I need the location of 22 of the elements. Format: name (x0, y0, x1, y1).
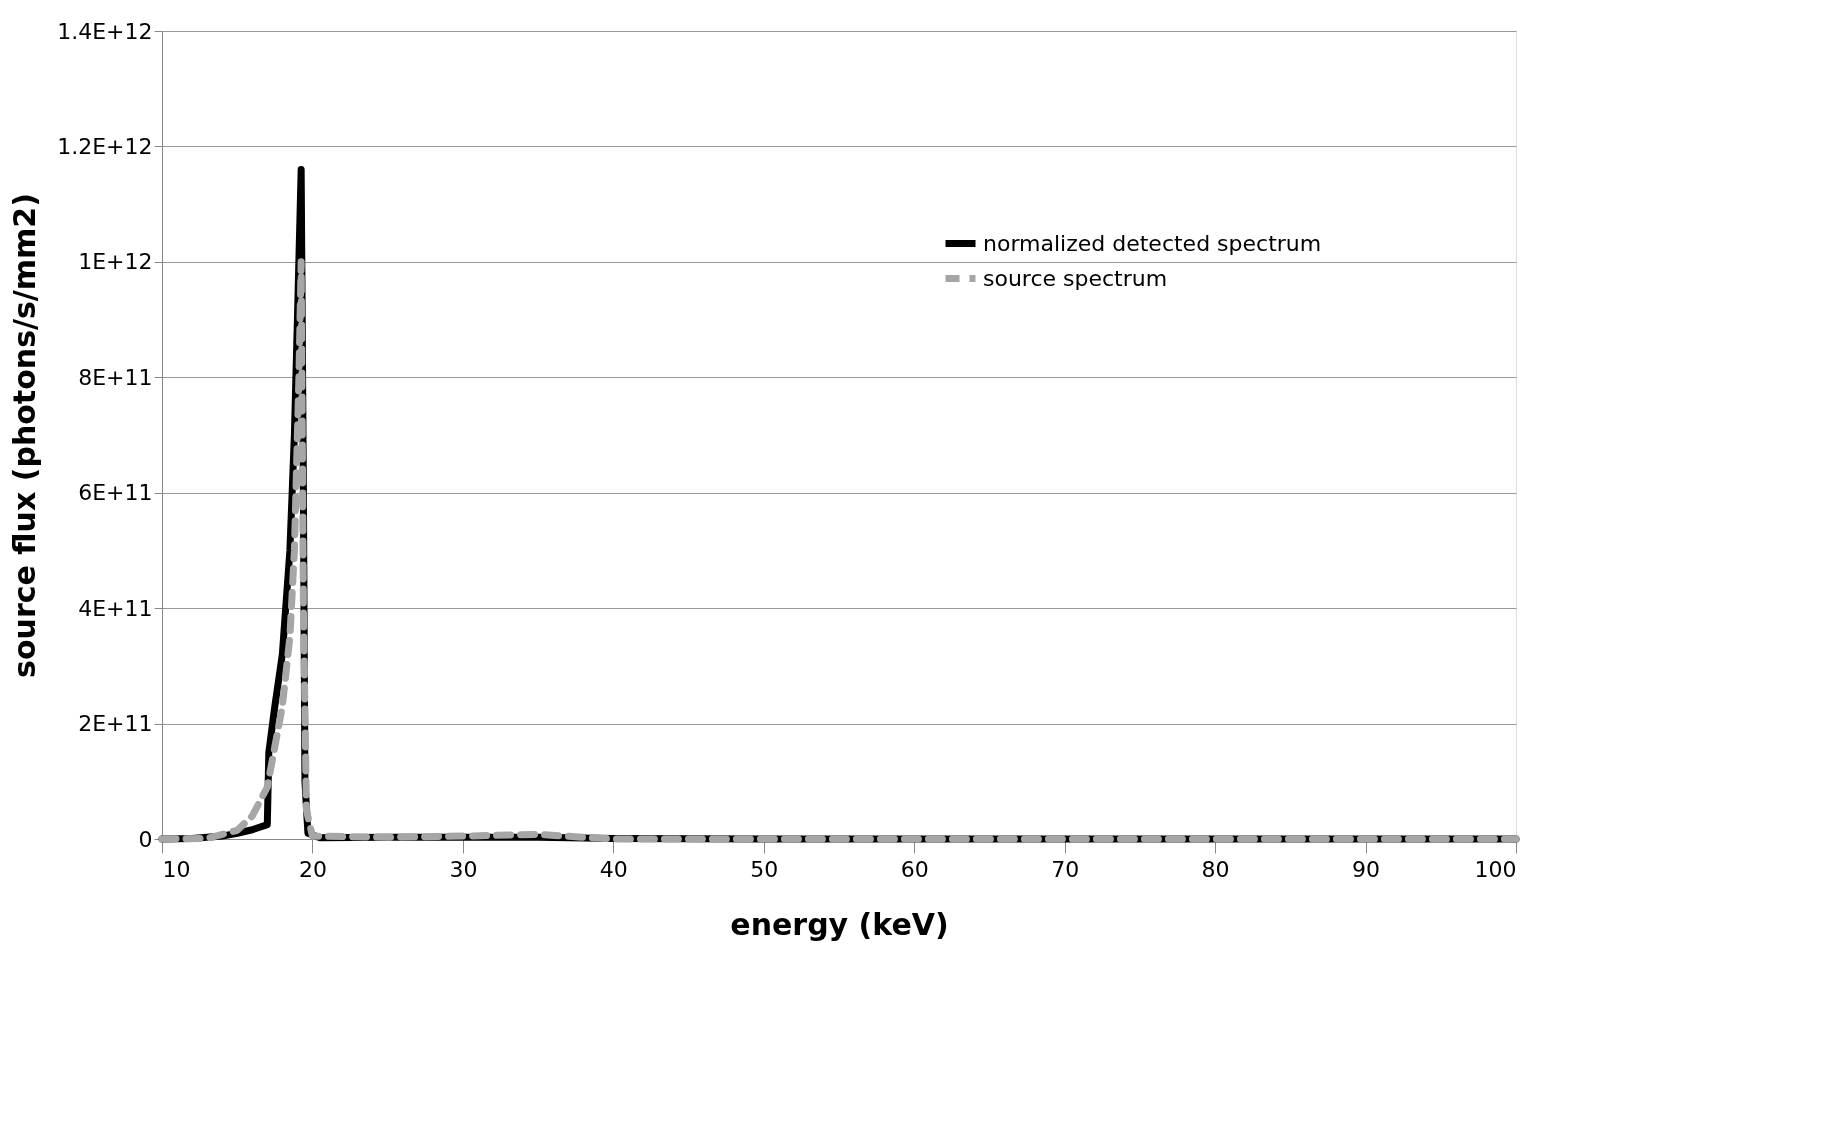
x-tick-label: 80 (1201, 856, 1230, 882)
x-tick-label: 100 (1474, 856, 1517, 882)
y-tick-label: 1.4E+12 (57, 18, 153, 44)
y-tick-label: 0 (138, 826, 153, 852)
y-tick-label: 2E+11 (78, 711, 153, 737)
x-tick-label: 40 (599, 856, 628, 882)
x-tick-label: 60 (900, 856, 929, 882)
x-tick-label: 90 (1352, 856, 1381, 882)
y-tick-label: 6E+11 (78, 480, 153, 506)
y-axis-title: source flux (photons/s/mm2) (7, 193, 43, 678)
y-tick-label: 1E+12 (78, 249, 153, 275)
y-tick-label: 1.2E+12 (57, 133, 153, 159)
legend-label: normalized detected spectrum (983, 230, 1322, 256)
y-tick-label: 4E+11 (78, 595, 153, 621)
x-tick-label: 50 (750, 856, 779, 882)
x-tick-label: 20 (298, 856, 327, 882)
x-tick-label: 70 (1051, 856, 1080, 882)
y-tick-label: 8E+11 (78, 364, 153, 390)
x-tick-label: 30 (449, 856, 478, 882)
x-axis-title: energy (keV) (730, 906, 949, 942)
x-tick-label: 10 (162, 856, 191, 882)
legend-label: source spectrum (983, 265, 1168, 291)
